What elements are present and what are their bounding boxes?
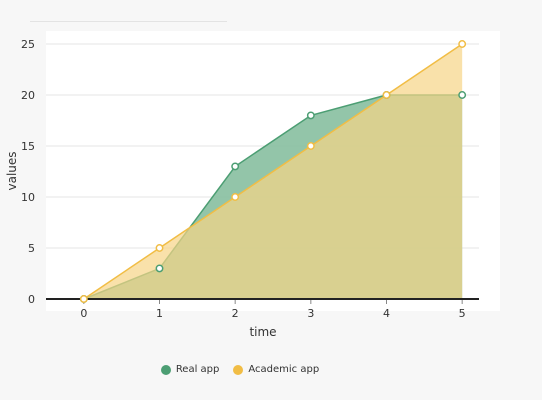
legend-label: Real app bbox=[175, 364, 220, 375]
y-tick-label: 25 bbox=[21, 38, 35, 51]
series-line bbox=[83, 43, 463, 300]
legend-item[interactable]: Real app bbox=[160, 364, 220, 375]
data-point[interactable] bbox=[155, 244, 164, 252]
legend-label: Academic app bbox=[248, 364, 320, 375]
data-point[interactable] bbox=[458, 40, 467, 48]
series-points bbox=[79, 40, 467, 303]
x-tick-label: 1 bbox=[156, 307, 163, 320]
data-point[interactable] bbox=[306, 111, 315, 120]
x-tick-label: 4 bbox=[383, 307, 390, 320]
series-areas bbox=[83, 43, 463, 300]
y-tick-label: 20 bbox=[21, 89, 35, 102]
y-tick-label: 15 bbox=[21, 140, 35, 153]
y-axis-title: values bbox=[5, 151, 19, 190]
legend: Real app Academic app bbox=[0, 364, 480, 375]
top-divider bbox=[30, 21, 227, 22]
legend-swatch bbox=[233, 364, 244, 375]
y-tick-label: 0 bbox=[28, 293, 35, 306]
data-point[interactable] bbox=[79, 295, 88, 303]
x-axis-title: time bbox=[249, 325, 276, 339]
x-tick-label: 2 bbox=[232, 307, 239, 320]
data-point[interactable] bbox=[231, 193, 240, 201]
data-point[interactable] bbox=[382, 91, 391, 99]
x-tick-label: 5 bbox=[459, 307, 466, 320]
data-point[interactable] bbox=[155, 264, 164, 273]
series-area bbox=[83, 44, 463, 299]
legend-item[interactable]: Academic app bbox=[233, 364, 319, 375]
y-tick-label: 5 bbox=[28, 242, 35, 255]
data-point[interactable] bbox=[231, 162, 240, 171]
data-point[interactable] bbox=[458, 91, 467, 99]
tick-labels: 0 5 10 15 20 25 0 1 2 3 4 5 bbox=[21, 38, 466, 320]
x-tick-label: 3 bbox=[307, 307, 314, 320]
data-point[interactable] bbox=[306, 142, 315, 150]
y-tick-label: 10 bbox=[21, 191, 35, 204]
x-tick-label: 0 bbox=[80, 307, 87, 320]
legend-swatch bbox=[160, 364, 171, 375]
